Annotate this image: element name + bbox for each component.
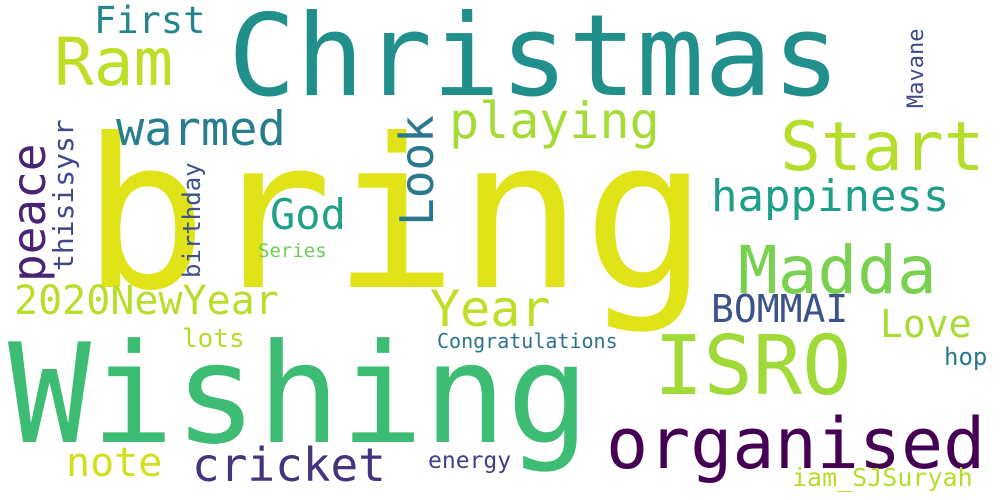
word-first: First bbox=[94, 0, 206, 42]
word-ram: Ram bbox=[54, 24, 174, 101]
word-hop: hop bbox=[944, 343, 988, 371]
word-lots: lots bbox=[182, 324, 245, 354]
word-2020newyear: 2020NewYear bbox=[14, 278, 279, 324]
word-peace: peace bbox=[2, 143, 56, 282]
word-love: Love bbox=[880, 302, 972, 346]
word-look: Look bbox=[390, 115, 444, 226]
word-bommai: BOMMAI bbox=[711, 287, 849, 331]
word-bring: bring bbox=[82, 95, 709, 337]
word-start: Start bbox=[780, 108, 985, 187]
word-warmed: warmed bbox=[116, 102, 286, 157]
word-energy: energy bbox=[428, 448, 512, 474]
word-series: Series bbox=[258, 240, 327, 262]
word-mavane: Mavane bbox=[904, 28, 929, 108]
word-isro: ISRO bbox=[654, 319, 852, 414]
word-thisisysr: thisisysr bbox=[47, 119, 80, 271]
word-god: God bbox=[270, 190, 346, 239]
word-wishing: Wishing bbox=[8, 314, 590, 475]
word-happiness: happiness bbox=[711, 171, 950, 222]
word-year: Year bbox=[430, 280, 551, 338]
word-congratulations: Congratulations bbox=[437, 329, 618, 353]
word-note: note bbox=[66, 440, 163, 486]
word-playing: playing bbox=[449, 92, 660, 150]
word-iam-sjsuryah: iam_SJSuryah bbox=[792, 463, 973, 492]
word-birthday: birthday bbox=[178, 162, 206, 278]
word-organised: organised bbox=[606, 403, 986, 485]
word-madda: Madda bbox=[738, 232, 937, 309]
word-christmas: Christmas bbox=[228, 0, 841, 122]
word-cricket: cricket bbox=[192, 438, 386, 492]
